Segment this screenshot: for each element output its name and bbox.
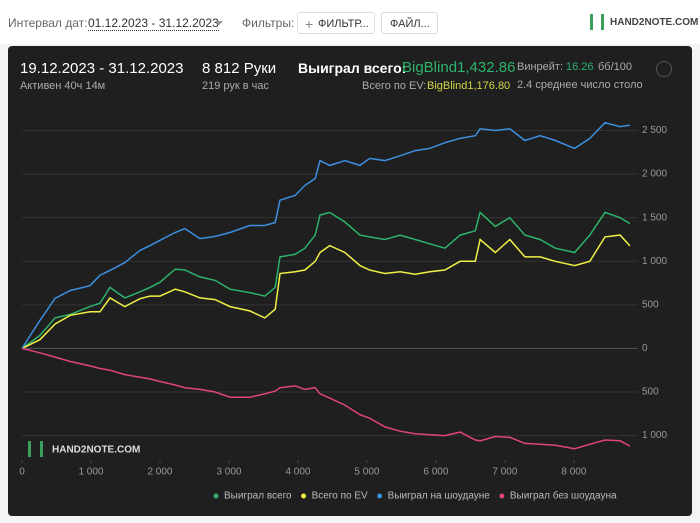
y-tick-label: 500 [642,387,659,398]
winrate-unit: бб/100 [598,61,633,73]
filters-label: Фильтры: [242,16,295,30]
won-label: Выиграл всего: [298,60,407,76]
ev-value: BigBlind1,176.80 [427,80,511,92]
y-tick-label: 1 500 [642,212,667,223]
date-label: Интервал дат: [8,16,88,30]
series-line [21,234,631,350]
x-tick-label: 8 000 [561,467,586,478]
ev-label: Всего по EV: [362,80,427,92]
settings-icon[interactable] [656,61,672,77]
panel [8,46,692,516]
dropdown-arrow[interactable] [215,21,223,29]
logo-icon [590,14,604,30]
legend-label: Выиграл всего [224,491,292,502]
x-tick-label: 0 [19,467,25,478]
x-tick-label: 3 000 [216,467,241,478]
legend-dot [499,493,505,499]
hands-per-hour: 219 рук в час [202,80,270,92]
legend-dot [301,493,307,499]
won-value: BigBlind1,432.86 [402,59,516,76]
x-tick-label: 2 000 [147,467,172,478]
legend-label: Выиграл без шоудауна [510,490,617,502]
series-line [21,121,630,349]
x-tick-label: 1 000 [78,467,103,478]
hands: 8 812 Руки [202,60,277,77]
x-tick-label: 4 000 [285,467,310,478]
legend-dot [377,493,383,499]
y-tick-label: 500 [642,299,659,310]
y-tick-label: 1 000 [642,256,667,267]
legend-label: Всего по EV [312,491,368,502]
legend-dot [213,493,219,499]
watermark-icon [28,441,31,457]
tables: 2.4 среднее число столо [517,79,643,91]
winrate-label: Винрейт: [517,61,564,73]
y-tick-label: 1 000 [642,430,667,441]
legend-label: Выиграл на шоудауне [388,491,491,502]
series-line [21,211,631,350]
date-range[interactable]: 01.12.2023 - 31.12.2023 [88,16,219,31]
watermark: HAND2NOTE.COM [52,445,140,456]
x-tick-label: 5 000 [354,467,379,478]
x-tick-label: 6 000 [423,467,448,478]
winrate-value: 16.26 [566,61,594,73]
y-tick-label: 2 000 [642,169,667,180]
filter-button[interactable]: + ФИЛЬТР... [297,12,375,34]
file-button-text: ФАЙЛ... [390,18,430,30]
y-tick-label: 2 500 [642,125,667,136]
period: 19.12.2023 - 31.12.2023 [20,60,184,77]
watermark-icon [40,441,43,457]
y-tick-label: 0 [642,343,648,354]
filter-button-text: ФИЛЬТР... [318,18,369,30]
logo: HAND2NOTE.COM [610,17,699,28]
x-tick-label: 7 000 [492,467,517,478]
active-time: Активен 40ч 14м [20,80,106,92]
series-line [21,347,631,450]
file-button[interactable]: ФАЙЛ... [381,12,438,34]
